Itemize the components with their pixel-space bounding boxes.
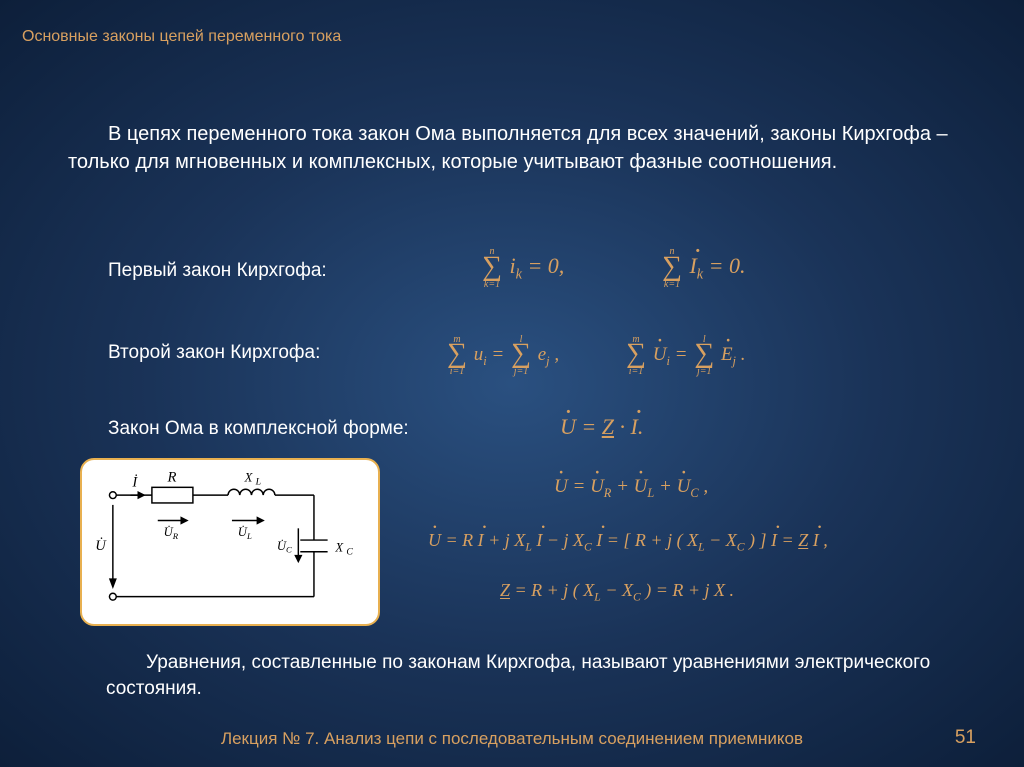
intro-paragraph: В цепях переменного тока закон Ома выпол… [68,120,956,176]
formula-voltage-sum: U = UR + UL + UC , [554,476,708,501]
slide-title: Основные законы цепей переменного тока [22,28,341,46]
circuit-svg: İ R X L X C U̇ U̇R U̇L U̇C [82,460,378,624]
svg-text:R: R [167,469,177,485]
conclusion-text: Уравнения, составленные по законам Кирхг… [106,650,944,701]
svg-text:X C: X C [334,541,353,558]
page-number: 51 [955,727,976,749]
svg-text:U̇: U̇ [95,538,107,554]
circuit-diagram: İ R X L X C U̇ U̇R U̇L U̇C [80,458,380,626]
svg-text:İ: İ [131,474,138,490]
law2-label: Второй закон Кирхгофа: [108,342,320,364]
formula-kirchhoff1-instant: n∑k=1 ik = 0, [480,246,564,290]
lecture-footer: Лекция № 7. Анализ цепи с последовательн… [0,729,1024,749]
svg-text:U̇C: U̇C [277,539,292,555]
svg-text:U̇R: U̇R [164,525,179,541]
svg-text:U̇L: U̇L [238,525,252,541]
svg-text:X L: X L [244,470,261,487]
formula-kirchhoff1-complex: n∑k=1 Ik = 0. [660,246,746,290]
formula-kirchhoff2-instant: m∑i=1 ui = l∑j=1 ej , [445,334,559,377]
formula-z-definition: Z = R + j ( XL − XC ) = R + j X . [500,580,734,604]
formula-kirchhoff2-complex: m∑i=1 Ui = l∑j=1 Ej . [624,334,745,377]
formula-impedance-expand: U = R I + j XL I − j XC I = [ R + j ( XL… [428,530,828,554]
intro-text: В цепях переменного тока закон Ома выпол… [68,120,956,176]
ohm-label: Закон Ома в комплексной форме: [108,418,409,440]
formula-ohm-complex: U = Z · I. [560,414,643,440]
law1-label: Первый закон Кирхгофа: [108,260,327,282]
